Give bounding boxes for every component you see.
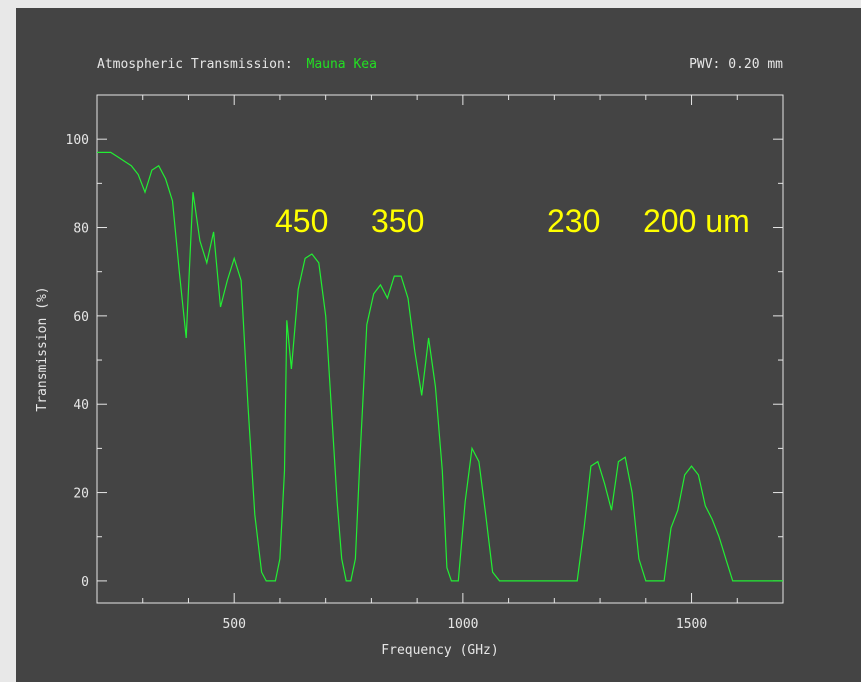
x-tick-label: 500	[222, 617, 245, 632]
x-tick-label: 1500	[676, 617, 707, 632]
chart-title-prefix: Atmospheric Transmission: Mauna Kea	[97, 57, 377, 72]
x-axis-label: Frequency (GHz)	[381, 643, 498, 658]
annotation-450: 450	[275, 203, 328, 239]
annotation-230: 230	[547, 203, 600, 239]
y-tick-label: 0	[81, 575, 89, 590]
transmission-curve	[97, 151, 783, 582]
y-tick-label: 40	[73, 398, 89, 413]
wavelength-annotations: 450 350 230 200 um	[275, 203, 750, 239]
axis-ticks	[97, 95, 783, 603]
pwv-label: PWV: 0.20 mm	[689, 57, 783, 72]
transmission-chart: Atmospheric Transmission: Mauna Kea PWV:…	[35, 57, 784, 658]
title-prefix-text: Atmospheric Transmission:	[97, 57, 293, 72]
site-name: Mauna Kea	[307, 57, 377, 72]
y-tick-label: 60	[73, 310, 89, 325]
y-tick-label: 20	[73, 487, 89, 502]
y-axis-label: Transmission (%)	[35, 286, 50, 411]
annotation-200um: 200 um	[643, 203, 750, 239]
chart-header: Atmospheric Transmission: Mauna Kea PWV:…	[97, 57, 783, 72]
plot-frame	[96, 94, 784, 604]
y-tick-label: 80	[73, 222, 89, 237]
axis-tick-labels: 500 1000 1500 0 20 40 60 80 100	[66, 133, 708, 632]
x-tick-label: 1000	[447, 617, 478, 632]
annotation-350: 350	[371, 203, 424, 239]
y-tick-label: 100	[66, 133, 89, 148]
chart-panel: Atmospheric Transmission: Mauna Kea PWV:…	[16, 8, 861, 682]
